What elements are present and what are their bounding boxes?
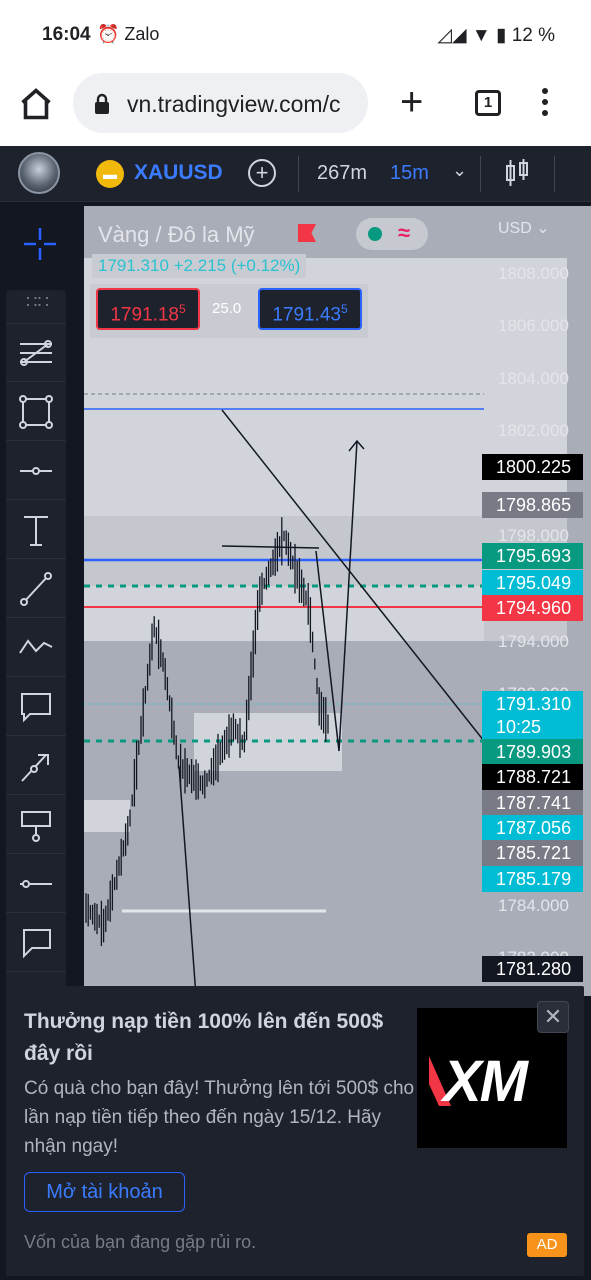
price-tag: 1788.721 — [482, 764, 583, 790]
battery-level: ◿◢ ▼ ▮ 12 % — [437, 25, 555, 46]
zone-left — [84, 800, 130, 832]
symbol-button[interactable]: XAUUSD — [134, 161, 223, 184]
arrow-head — [348, 439, 365, 452]
risk-warning: Vốn của bạn đang gặp rủi ro. — [24, 1232, 257, 1252]
price-tag: 1785.721 — [482, 840, 583, 866]
price-tag: 1787.741 — [482, 790, 583, 816]
price-tag: 1800.225 — [482, 454, 583, 480]
home-icon[interactable] — [18, 86, 54, 122]
price-change: 1791.310 +2.215 (+0.12%) — [92, 254, 307, 278]
projection-path — [315, 440, 358, 752]
chevron-down-icon[interactable]: ⌄ — [452, 160, 468, 180]
wave-icon: ≈ — [398, 220, 411, 245]
currency-dropdown[interactable]: USD ⌄ — [498, 220, 550, 237]
fib-retracement-icon[interactable] — [6, 324, 66, 382]
price-tag: 1781.280 — [482, 956, 583, 982]
down-line — [178, 765, 197, 996]
chart-title: Vàng / Đô la Mỹ — [98, 222, 255, 247]
indicator-toggle[interactable]: ≈ — [356, 218, 428, 250]
callout-icon[interactable] — [6, 914, 66, 972]
add-symbol-icon[interactable]: + — [248, 159, 276, 187]
price-tag: 1794.960 — [482, 595, 583, 621]
status-time: 16:04 — [42, 24, 91, 45]
ad-banner[interactable]: Thưởng nạp tiền 100% lên đến 500$ đây rồ… — [6, 986, 584, 1276]
divider — [480, 156, 481, 192]
open-account-button[interactable]: Mở tài khoản — [24, 1172, 185, 1212]
price-axis[interactable]: USD ⌄ 1808.000 1806.000 1804.000 1802.000 17… — [482, 206, 591, 996]
horizontal-ray-icon[interactable] — [6, 442, 66, 500]
price-tag: 1791.310 — [482, 691, 583, 717]
y-tick-label: 1804.000 — [498, 369, 569, 388]
ad-title: Thưởng nạp tiền 100% lên đến 500$ đây rồ… — [24, 1010, 384, 1065]
top-line — [221, 545, 320, 549]
price-tag: 1798.865 — [482, 492, 583, 518]
signal-icon: ◿◢ ▼ ▮ — [437, 25, 507, 46]
bid-ask-panel: 1791.185 25.0 1791.435 — [90, 284, 368, 338]
tv-header: ▬ XAUUSD + 267m 15m ⌄ — [0, 146, 591, 202]
pattern-icon[interactable] — [6, 619, 66, 677]
notification-icons: ⏰ Zalo — [97, 24, 160, 44]
ad-badge: AD — [527, 1233, 567, 1257]
candles-icon[interactable] — [505, 158, 529, 188]
lock-icon — [95, 93, 109, 114]
tool-panel: ∷∷ — [6, 290, 66, 1000]
address-bar[interactable]: vn.tradingview.com/c — [73, 73, 368, 133]
y-tick-label: 1808.000 — [498, 264, 569, 283]
y-tick-label: 1784.000 — [498, 896, 569, 915]
y-tick-label: 1806.000 — [498, 316, 569, 335]
browser-toolbar: vn.tradingview.com/c + 1 — [0, 70, 591, 146]
price-tag: 1785.179 — [482, 866, 583, 892]
url-text: vn.tradingview.com/c — [127, 91, 341, 117]
price-tag: 1787.056 — [482, 815, 583, 841]
y-tick-label: 1798.000 — [498, 526, 569, 545]
new-tab-icon[interactable]: + — [400, 80, 424, 124]
gold-icon: ▬ — [96, 160, 124, 188]
drawing-toolbar: ∷∷ — [0, 206, 78, 1000]
spread-value: 25.0 — [212, 300, 242, 317]
price-tag: 1795.049 — [482, 570, 583, 596]
zone-mid — [84, 586, 484, 641]
interval-15m[interactable]: 15m — [390, 162, 429, 184]
xm-logo-mark — [429, 1056, 451, 1106]
price-tag: 1789.903 — [482, 739, 583, 765]
divider — [554, 156, 555, 192]
candles — [85, 517, 329, 946]
y-tick-label: 1802.000 — [498, 421, 569, 440]
crosshair-icon[interactable] — [22, 226, 58, 262]
trend-line — [221, 409, 485, 742]
trend-line-icon[interactable] — [6, 560, 66, 618]
y-tick-label: 1794.000 — [498, 632, 569, 651]
close-icon[interactable]: ✕ — [537, 1001, 569, 1033]
drag-handle-icon[interactable]: ∷∷ — [6, 290, 66, 324]
ad-body: Có quà cho bạn đây! Thưởng lên tới 500$ … — [24, 1078, 415, 1157]
more-menu-icon[interactable] — [540, 88, 550, 118]
buy-button[interactable]: 1791.435 — [258, 288, 362, 330]
divider — [298, 156, 299, 192]
status-dot-icon — [368, 227, 382, 241]
comment-icon[interactable] — [6, 678, 66, 736]
flag-icon[interactable] — [298, 224, 316, 242]
horizontal-line-icon[interactable] — [6, 855, 66, 913]
tab-switcher-button[interactable]: 1 — [475, 90, 501, 116]
chart-pane[interactable]: Vàng / Đô la Mỹ ≈ 1791.310 +2.215 (+0.12… — [84, 206, 591, 996]
status-bar: 16:04 ⏰ Zalo ◿◢ ▼ ▮ 12 % — [0, 0, 591, 70]
signpost-icon[interactable] — [6, 796, 66, 854]
sell-button[interactable]: 1791.185 — [96, 288, 200, 330]
interval-267m[interactable]: 267m — [317, 162, 368, 184]
avatar[interactable] — [18, 152, 60, 194]
xm-logo: XM — [417, 1008, 567, 1148]
text-icon[interactable] — [6, 501, 66, 559]
rectangle-icon[interactable] — [6, 383, 66, 441]
price-tag: 1795.693 — [482, 543, 583, 569]
arrow-tool-icon[interactable] — [6, 737, 66, 795]
price-tag: 10:25 — [482, 714, 583, 740]
